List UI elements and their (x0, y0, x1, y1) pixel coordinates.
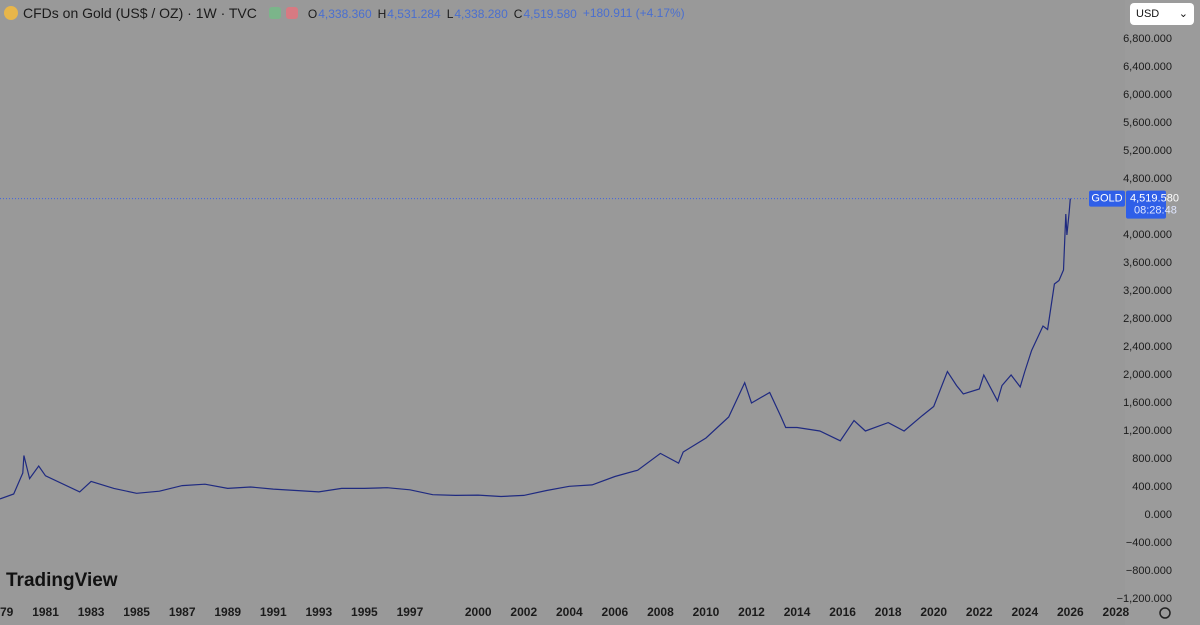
x-tick-label: 1991 (260, 605, 287, 619)
x-tick-label: 2000 (465, 605, 492, 619)
x-tick-label: 2014 (784, 605, 811, 619)
price-tag-value: 4,519.580 (1130, 193, 1179, 205)
x-tick-label: 2006 (602, 605, 629, 619)
y-tick-label: 800.000 (1132, 453, 1172, 465)
x-tick-label: 2024 (1011, 605, 1038, 619)
x-tick-label: 1995 (351, 605, 378, 619)
y-tick-label: 3,600.000 (1123, 257, 1172, 269)
y-tick-label: 5,600.000 (1123, 117, 1172, 129)
symbol-tag (1089, 190, 1125, 207)
plot (0, 198, 1125, 500)
x-tick-label: 2020 (920, 605, 947, 619)
x-tick-label: 2010 (693, 605, 720, 619)
y-tick-label: 4,800.000 (1123, 173, 1172, 185)
currency[interactable]: USD (1136, 8, 1160, 20)
x-tick-label: 2002 (510, 605, 537, 619)
y-tick-label: 0.000 (1144, 509, 1172, 521)
x-tick-label: 1987 (169, 605, 196, 619)
ohlc-value: 4,338.360 (318, 7, 372, 21)
y-tick-label: 4,000.000 (1123, 229, 1172, 241)
y-tick-label: 6,400.000 (1123, 61, 1172, 73)
ohlc-label: L (446, 7, 454, 21)
price-tag (1126, 190, 1166, 219)
y-tick-label: 1,200.000 (1123, 425, 1172, 437)
x-tick-label: 1993 (305, 605, 332, 619)
y-tick-label: 2,400.000 (1123, 341, 1172, 353)
x-tick-label: 1979 (0, 605, 14, 619)
y-tick-label: 3,200.000 (1123, 285, 1172, 297)
y-tick-label: 1,600.000 (1123, 397, 1172, 409)
x-tick-label: 1981 (32, 605, 59, 619)
x-tick-label: 2018 (875, 605, 902, 619)
y-tick-label: −1,200.000 (1117, 593, 1172, 605)
y-tick-label: 6,000.000 (1123, 89, 1172, 101)
legend-header: CFDs on Gold (US$ / OZ) · 1W · TVC O4,33… (4, 5, 691, 21)
y-tick-label: −400.000 (1126, 537, 1172, 549)
x-tick-label: 2016 (829, 605, 856, 619)
y-tick-label: 6,800.000 (1123, 33, 1172, 45)
x-tick-label: 1985 (123, 605, 150, 619)
x-tick-label: 2008 (647, 605, 674, 619)
ohlc-label: O (307, 7, 318, 21)
x-tick-label: 2022 (966, 605, 993, 619)
x-tick-label: 2028 (1103, 605, 1130, 619)
ohlc-value: 4,531.284 (387, 7, 441, 21)
flag-green (268, 7, 281, 19)
price-axis-bg (1125, 0, 1200, 625)
ohlc-value: 4,338.280 (454, 7, 508, 21)
x-tick-label: 2012 (738, 605, 765, 619)
chevron[interactable]: ⌄ (1178, 8, 1188, 20)
symbol-icon (4, 6, 18, 20)
x-tick-label: 1983 (78, 605, 105, 619)
brand-text: TradingView (6, 570, 118, 591)
symbol-title: CFDs on Gold (US$ / OZ) · 1W · TVC (23, 5, 257, 21)
y-tick-label: 400.000 (1132, 481, 1172, 493)
y-tick-label: 2,000.000 (1123, 369, 1172, 381)
symbol-tag-text: GOLD (1091, 193, 1122, 205)
y-tick-label: 5,200.000 (1123, 145, 1172, 157)
y-tick-label: 2,800.000 (1123, 313, 1172, 325)
x-tick-label: 1997 (397, 605, 424, 619)
brand: TradingView (6, 570, 118, 592)
flag-red (285, 7, 298, 19)
ohlc: O4,338.360 H4,531.284 L4,338.280 C4,519.580 (308, 5, 583, 21)
x-tick-label: 1989 (214, 605, 241, 619)
price-line (0, 198, 1071, 500)
x-tick-label: 2026 (1057, 605, 1084, 619)
countdown: 08:28:48 (1134, 205, 1177, 217)
ohlc-value: 4,519.580 (523, 7, 577, 21)
x-tick-label: 2004 (556, 605, 583, 619)
y-tick-label: −800.000 (1126, 565, 1172, 577)
currency-select[interactable]: USD ⌄ (1130, 3, 1194, 25)
ohlc-label: H (377, 7, 387, 21)
settings-icon[interactable] (1159, 607, 1171, 619)
ohlc-label: C (513, 7, 523, 21)
change: +180.911 (+4.17%) (582, 6, 685, 20)
